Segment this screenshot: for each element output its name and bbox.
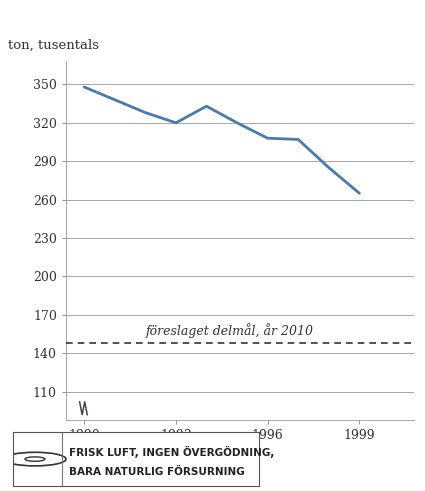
Text: BARA NATURLIG FÖRSURNING: BARA NATURLIG FÖRSURNING: [69, 466, 245, 477]
Text: ton, tusentals: ton, tusentals: [8, 39, 99, 52]
Text: föreslaget delmål, år 2010: föreslaget delmål, år 2010: [145, 323, 313, 338]
Text: FRISK LUFT, INGEN ÖVERGÖDNING,: FRISK LUFT, INGEN ÖVERGÖDNING,: [69, 446, 275, 458]
